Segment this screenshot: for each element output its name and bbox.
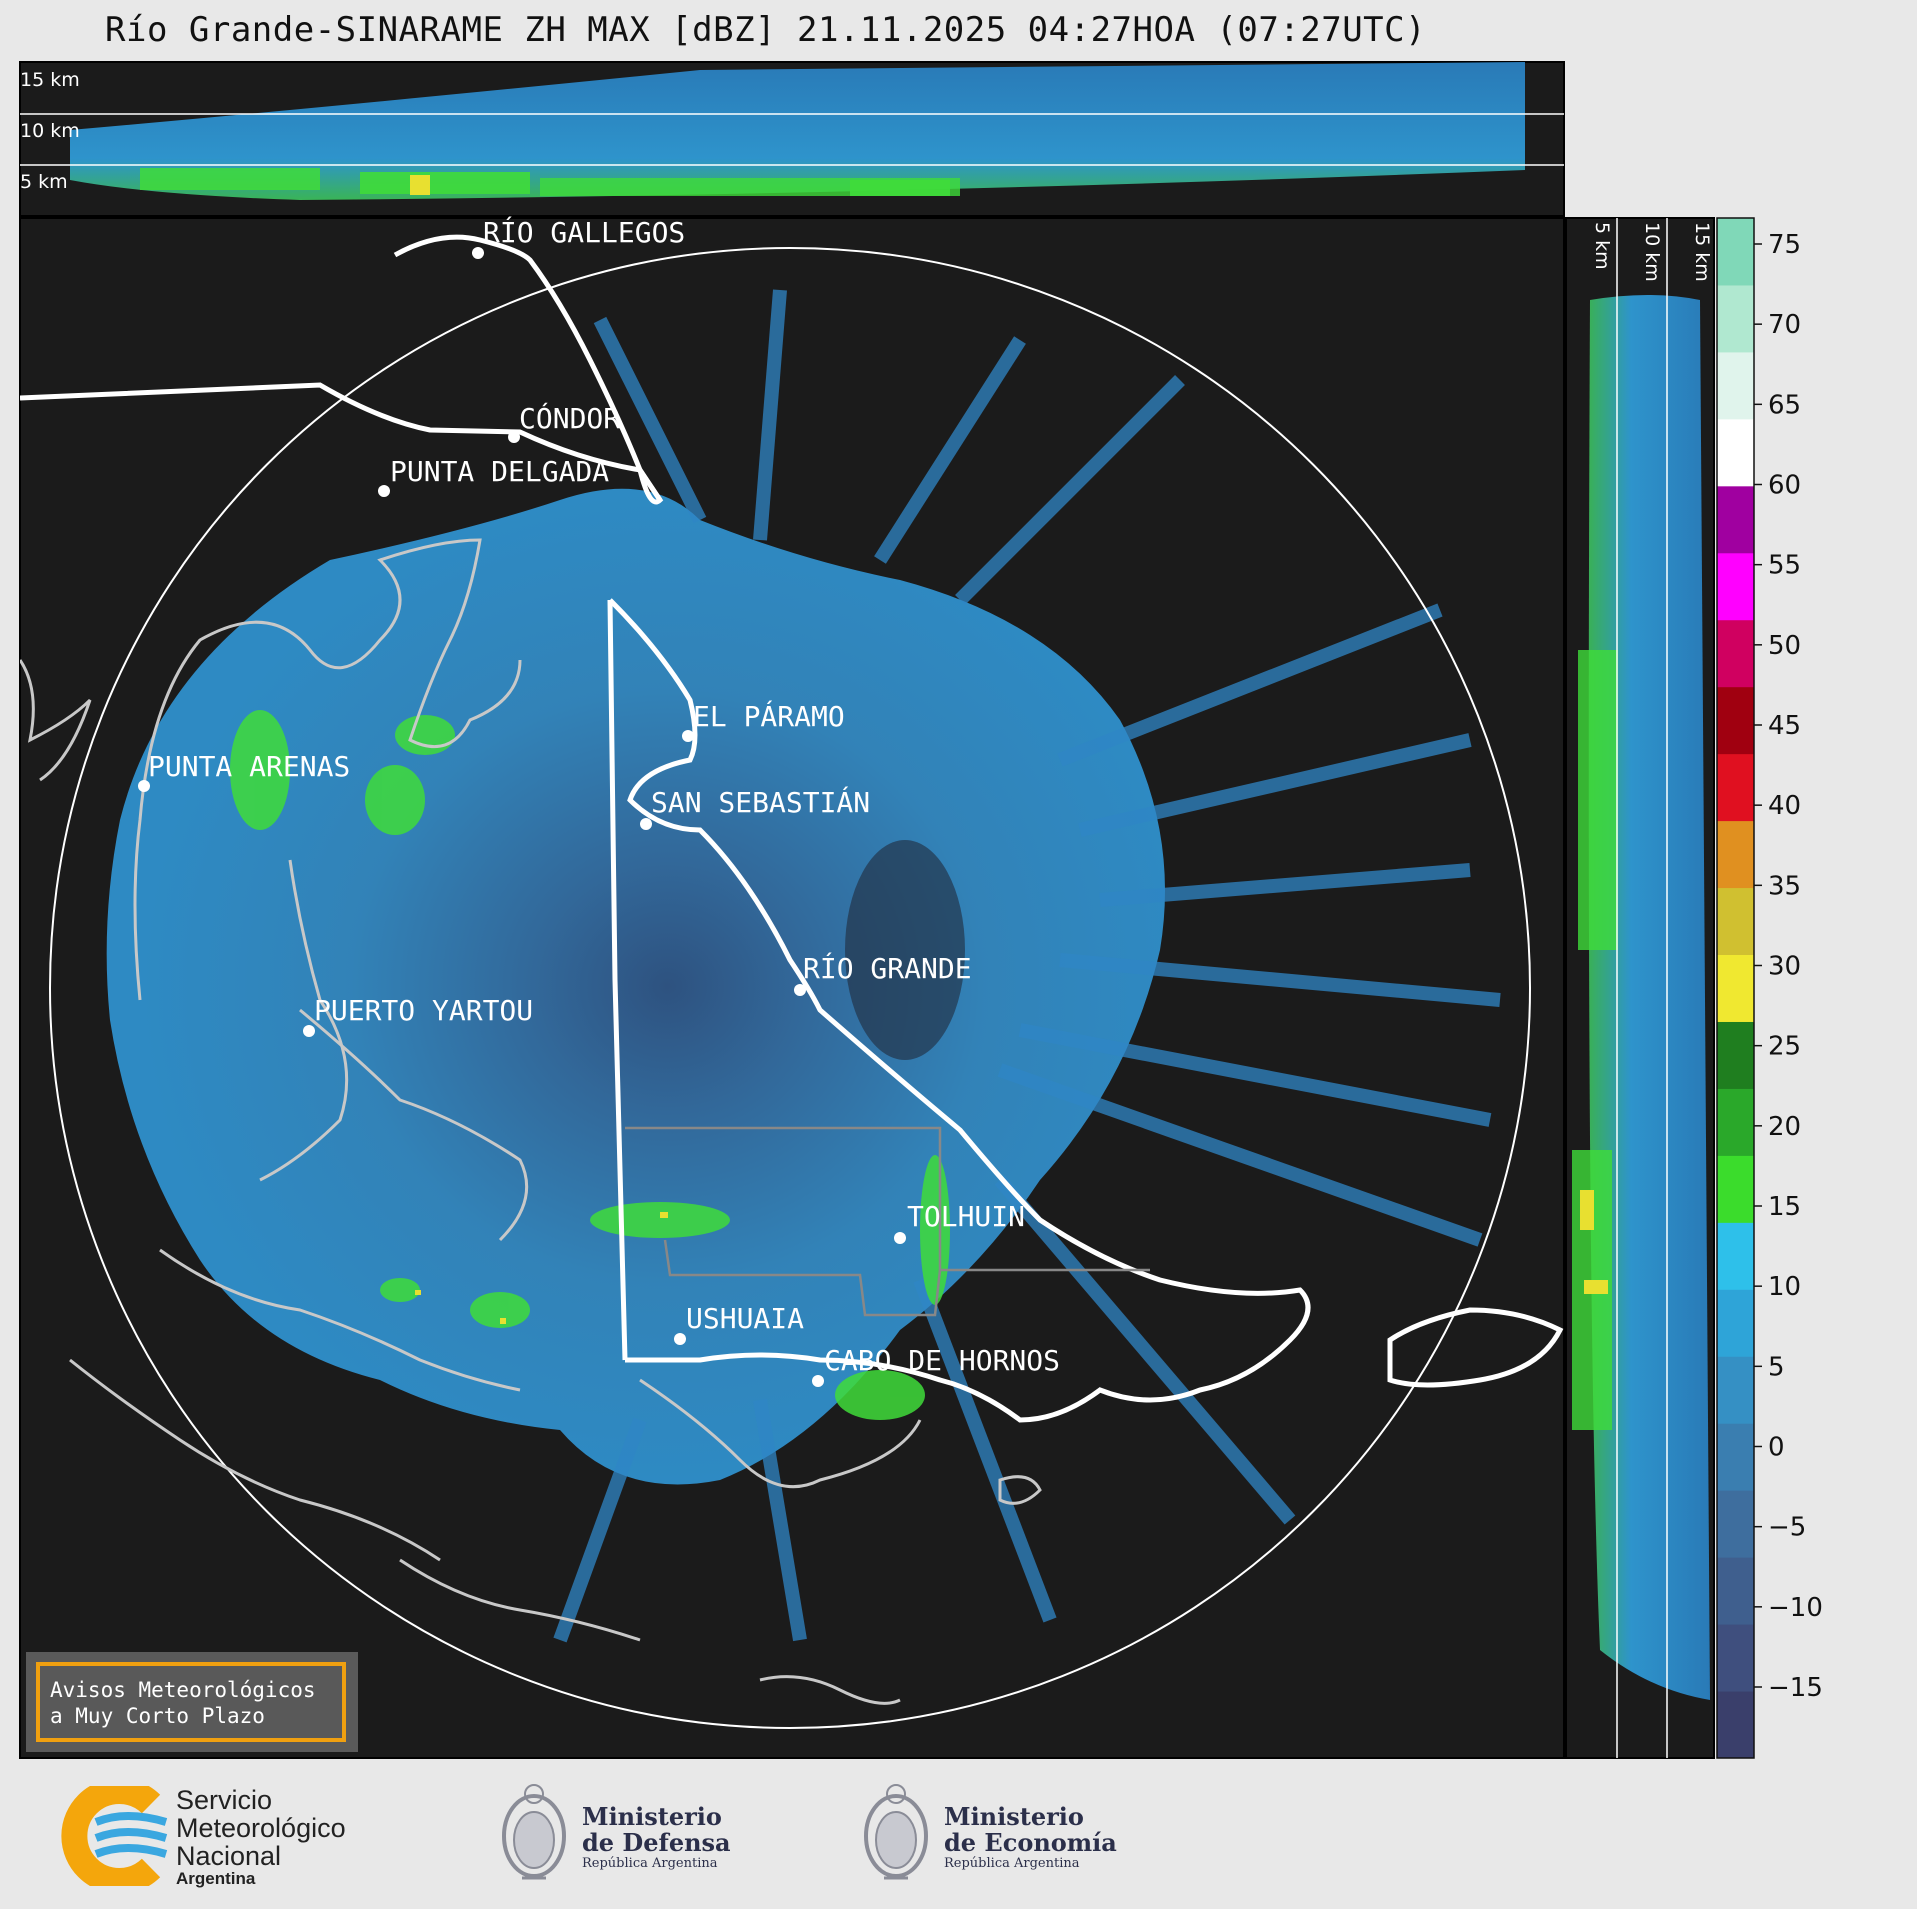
city-label-rio-gallegos: RÍO GALLEGOS [483,215,685,249]
colorbar-tick-label: −10 [1768,1593,1823,1623]
colorbar-tick-label: 0 [1768,1433,1785,1463]
city-label-san-sebastian: SAN SEBASTIÁN [651,785,870,819]
page-title: Río Grande-SINARAME ZH MAX [dBZ] 21.11.2… [105,10,1427,50]
side-label-10km: 10 km [1641,222,1663,282]
ministerio-economia-logo: Ministerio de Economía República Argenti… [856,1774,1136,1898]
colorbar-segment [1717,1691,1754,1759]
city-label-rio-grande: RÍO GRANDE [803,951,972,985]
colorbar-segment [1717,820,1754,889]
smn-line-2: Meteorológico [176,1813,346,1843]
defensa-line-1: Ministerio [582,1802,722,1831]
top-label-10km: 10 km [20,120,80,142]
colorbar-tick-label: −15 [1768,1673,1823,1703]
colorbar-tick-label: 60 [1768,471,1801,501]
colorbar-segment [1717,418,1754,487]
strong-echo-cores [415,1212,668,1324]
defensa-line-2: de Defensa [582,1828,731,1857]
coastlines [20,538,1042,1705]
colorbar-segments [1717,218,1754,1759]
colorbar-segment [1717,753,1754,822]
colorbar-tick-label: 15 [1768,1192,1801,1222]
colorbar-segment [1717,284,1754,353]
colorbar-tick-label: 40 [1768,791,1801,821]
colorbar-segment [1717,1423,1754,1491]
city-label-el-paramo: EL PÁRAMO [693,699,845,733]
coat-of-arms-icon [864,1784,928,1880]
colorbar-segment [1717,552,1754,621]
defensa-line-3: República Argentina [582,1856,718,1871]
city-label-cabo-de-hornos: CABO DE HORNOS [824,1344,1060,1377]
side-height-panel: 5 km 10 km 15 km [1565,217,1715,1759]
city-markers [138,247,906,1387]
top-height-panel: 15 km 10 km 5 km [19,61,1565,217]
colorbar-segment [1717,1490,1754,1558]
colorbar-tick-label: 65 [1768,390,1801,420]
smn-line-3: Nacional [176,1841,282,1871]
colorbar-tick-label: 75 [1768,230,1801,260]
colorbar-segment [1717,485,1754,554]
colorbar-tick-label: 70 [1768,310,1801,340]
radar-map-panel: RÍO GALLEGOS CÓNDOR PUNTA DELGADA EL PÁR… [19,215,1565,1759]
side-label-5km: 5 km [1591,222,1613,270]
notice-box: Avisos Meteorológicos a Muy Corto Plazo [26,1652,358,1752]
side-label-15km: 15 km [1691,222,1713,282]
notice-line-2: a Muy Corto Plazo [50,1704,265,1728]
city-label-punta-delgada: PUNTA DELGADA [390,455,609,488]
colorbar-tick-label: 50 [1768,631,1801,661]
colorbar-segment [1717,1222,1754,1290]
colorbar-segment [1717,954,1754,1022]
smn-logo: Servicio Meteorológico Nacional Argentin… [56,1785,396,1888]
province-border [625,1126,1150,1317]
smn-line-4: Argentina [176,1869,256,1888]
colorbar-tick-label: 25 [1768,1032,1801,1062]
radar-ray-artifacts [553,289,1501,1643]
city-label-puerto-yartou: PUERTO YARTOU [314,994,533,1027]
colorbar-segment [1717,686,1754,755]
colorbar-segment [1717,1021,1754,1089]
precipitation-echoes [230,710,950,1420]
colorbar-segment [1717,1088,1754,1156]
colorbar-tick-label: 45 [1768,711,1801,741]
smn-line-1: Servicio [176,1785,273,1815]
city-label-condor: CÓNDOR [519,401,620,435]
coat-of-arms-icon [502,1784,566,1880]
colorbar-tick-label: 20 [1768,1112,1801,1142]
colorbar-segment [1717,1356,1754,1424]
colorbar-segment [1717,619,1754,688]
city-label-ushuaia: USHUAIA [686,1302,804,1335]
colorbar-segment [1717,1155,1754,1223]
city-label-tolhuin: TOLHUIN [907,1200,1025,1233]
economia-line-2: de Economía [944,1828,1117,1857]
range-ring [49,247,1531,1729]
city-label-punta-arenas: PUNTA ARENAS [148,750,350,783]
colorbar-segment [1717,887,1754,956]
colorbar-tick-label: −5 [1768,1513,1806,1543]
economia-line-1: Ministerio [944,1802,1084,1831]
colorbar-segment [1717,1289,1754,1357]
notice-line-1: Avisos Meteorológicos [50,1678,316,1702]
colorbar-segment [1717,218,1754,286]
colorbar-tick-label: 30 [1768,952,1801,982]
colorbar-segment [1717,351,1754,420]
colorbar-tick-label: 35 [1768,871,1801,901]
smn-emblem-icon [61,1786,168,1886]
top-label-15km: 15 km [20,69,80,91]
international-borders [20,234,1564,1423]
colorbar-tick-label: 55 [1768,551,1801,581]
colorbar-tick-label: 5 [1768,1352,1785,1382]
economia-line-3: República Argentina [944,1856,1080,1871]
top-label-5km: 5 km [20,171,68,193]
colorbar-tick-label: 10 [1768,1272,1801,1302]
colorbar-segment [1717,1624,1754,1692]
ministerio-defensa-logo: Ministerio de Defensa República Argentin… [494,1774,754,1898]
colorbar-segment [1717,1557,1754,1625]
